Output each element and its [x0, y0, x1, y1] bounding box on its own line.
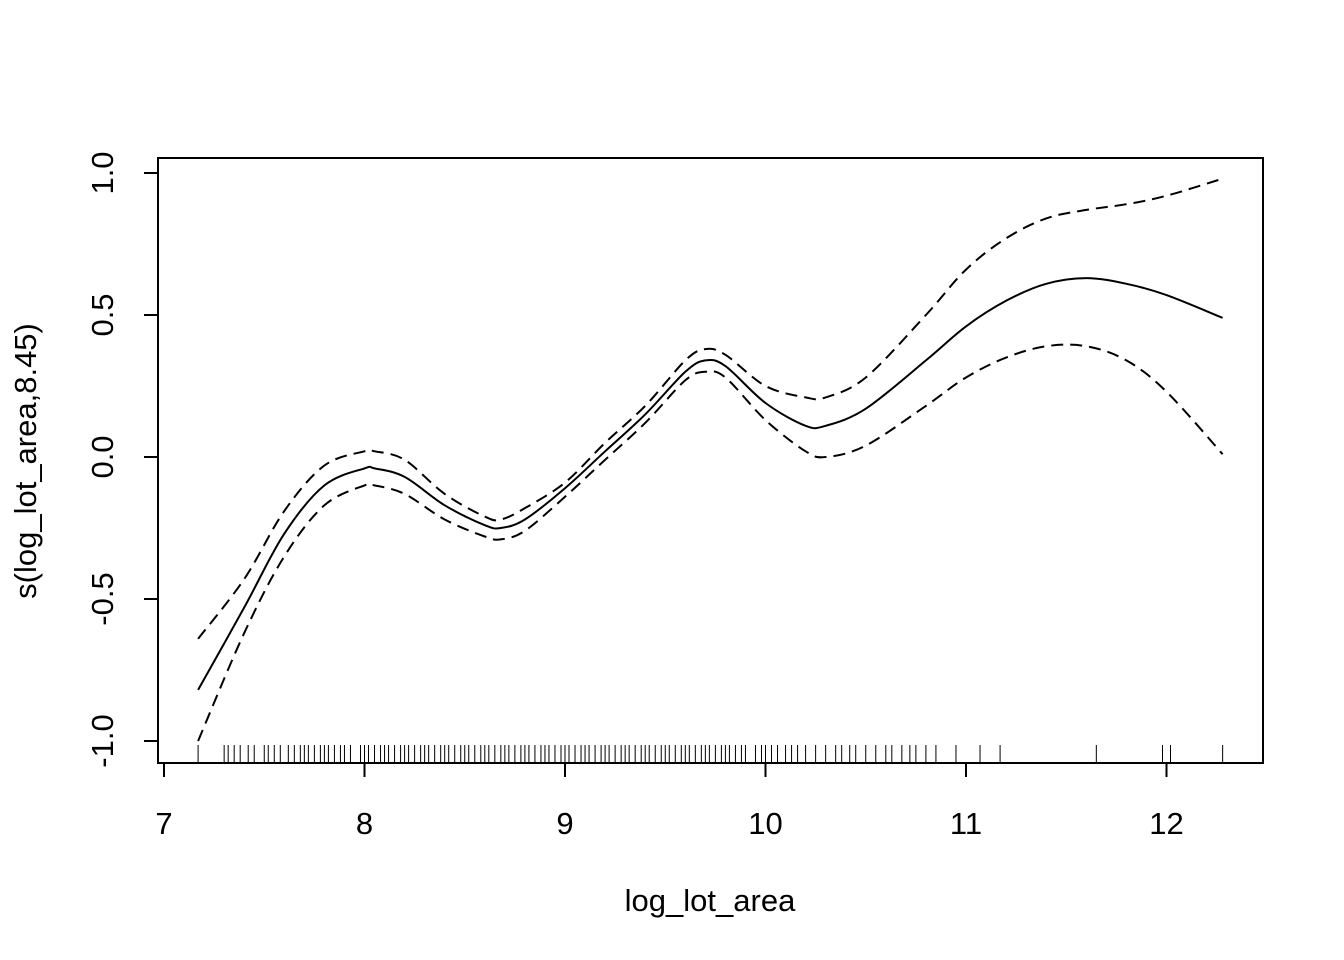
y-tick-label: -1.0: [85, 714, 120, 767]
y-tick-label: 0.0: [85, 435, 120, 478]
y-tick-label: 1.0: [85, 151, 120, 194]
x-tick-label: 7: [155, 806, 172, 841]
rug-marks: [197, 745, 1224, 763]
series-lines: [197, 177, 1224, 742]
x-tick-label: 10: [748, 806, 782, 841]
smooth-fit-line: [197, 277, 1223, 691]
y-tick-label: -0.5: [85, 572, 120, 625]
lower-confidence-band: [197, 343, 1224, 742]
y-axis: -1.0 -0.5 0.0 0.5 1.0: [85, 151, 159, 768]
plot-frame: [157, 157, 1264, 764]
y-axis-label: s(log_lot_area,8.45): [8, 323, 43, 599]
y-tick-label: 0.5: [85, 293, 120, 336]
x-tick-label: 11: [950, 806, 982, 841]
x-axis-label: log_lot_area: [625, 883, 796, 918]
x-tick-label: 12: [1149, 806, 1183, 841]
upper-confidence-band: [197, 177, 1223, 640]
x-tick-label: 9: [556, 806, 573, 841]
x-axis: 7 8 9 10 11 12: [155, 762, 1184, 841]
x-tick-label: 8: [356, 806, 373, 841]
